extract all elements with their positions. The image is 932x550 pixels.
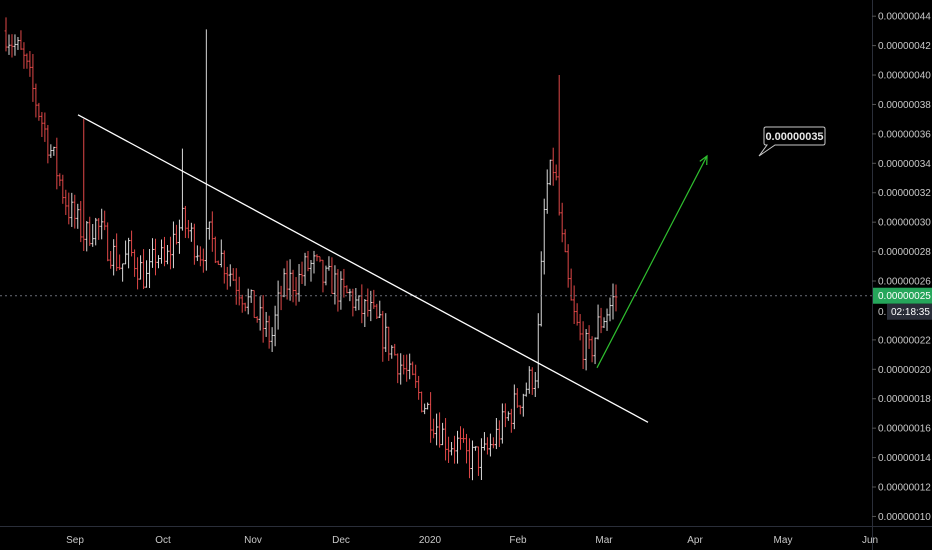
- countdown-prefix: 0.: [878, 307, 886, 318]
- y-tick-label: 0.00000040: [878, 71, 931, 82]
- y-tick-label: 0.00000036: [878, 129, 931, 140]
- y-tick-label: 0.00000026: [878, 277, 931, 288]
- y-tick-label: 0.00000018: [878, 394, 931, 405]
- y-tick-label: 0.00000042: [878, 41, 931, 52]
- x-tick-label: May: [774, 535, 793, 546]
- price-annotation[interactable]: 0.00000035: [758, 126, 826, 157]
- y-tick-label: 0.00000034: [878, 159, 931, 170]
- x-tick-label: Sep: [66, 535, 84, 546]
- time-axis[interactable]: Sep Oct Nov Dec 2020 Feb Mar Apr May Jun: [66, 535, 878, 546]
- y-tick-label: 0.00000028: [878, 247, 931, 258]
- price-axis[interactable]: 0.00000044 0.00000042 0.00000040 0.00000038…: [872, 12, 931, 523]
- x-tick-label: Nov: [244, 535, 262, 546]
- countdown-text: 02:18:35: [891, 307, 930, 318]
- annotation-text: 0.00000035: [765, 131, 823, 143]
- y-tick-label: 0.00000020: [878, 365, 931, 376]
- countdown-tag: [887, 303, 932, 320]
- annotation-bubble[interactable]: [758, 126, 826, 157]
- trendline-group[interactable]: [77, 114, 649, 423]
- y-tick-label: 0.00000030: [878, 218, 931, 229]
- x-tick-label: 2020: [419, 535, 442, 546]
- projection-arrow[interactable]: [596, 154, 708, 369]
- price-tags: 0.00000025 0. 02:18:35: [873, 287, 932, 320]
- projection-arrow-shaft[interactable]: [596, 155, 708, 369]
- x-tick-label: Feb: [509, 535, 527, 546]
- y-tick-label: 0.00000016: [878, 424, 931, 435]
- y-tick-label: 0.00000032: [878, 188, 931, 199]
- projection-arrowhead: [699, 154, 708, 165]
- y-tick-label: 0.00000012: [878, 483, 931, 494]
- candlestick-series: [4, 17, 618, 481]
- y-tick-label: 0.00000038: [878, 100, 931, 111]
- x-tick-label: Jun: [862, 535, 878, 546]
- y-tick-label: 0.00000044: [878, 12, 931, 23]
- current-price-text: 0.00000025: [878, 291, 931, 302]
- x-tick-label: Mar: [595, 535, 613, 546]
- current-price-tag: [873, 287, 932, 304]
- y-tick-label: 0.00000010: [878, 512, 931, 523]
- y-tick-label: 0.00000022: [878, 335, 931, 346]
- x-tick-label: Dec: [332, 535, 350, 546]
- y-tick-label: 0.00000014: [878, 453, 931, 464]
- trendline[interactable]: [77, 114, 649, 423]
- x-tick-label: Apr: [687, 535, 703, 546]
- x-tick-label: Oct: [155, 535, 171, 546]
